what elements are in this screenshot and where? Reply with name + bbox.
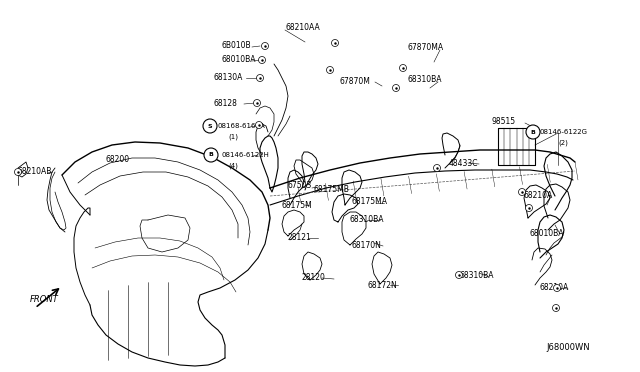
Text: 67503: 67503 <box>288 182 312 190</box>
Circle shape <box>392 84 399 92</box>
Text: 68175MB: 68175MB <box>314 185 350 193</box>
Text: 28120: 28120 <box>301 273 325 282</box>
Circle shape <box>552 305 559 311</box>
Circle shape <box>433 164 440 171</box>
Text: 08146-6122G: 08146-6122G <box>540 129 588 135</box>
Text: S: S <box>208 124 212 128</box>
Circle shape <box>255 122 262 128</box>
Text: 68310BA: 68310BA <box>459 272 493 280</box>
Circle shape <box>257 74 264 81</box>
Text: 67870M: 67870M <box>340 77 371 87</box>
Text: 48433C: 48433C <box>449 158 479 167</box>
Text: (1): (1) <box>228 134 238 140</box>
Circle shape <box>262 42 269 49</box>
Text: (2): (2) <box>558 140 568 146</box>
Circle shape <box>399 64 406 71</box>
Text: 68310BA: 68310BA <box>349 215 383 224</box>
Text: FRONT: FRONT <box>30 295 59 305</box>
Text: 68175M: 68175M <box>281 201 312 209</box>
Text: 68130A: 68130A <box>214 74 243 83</box>
Text: 67870MA: 67870MA <box>408 44 444 52</box>
Circle shape <box>204 148 218 162</box>
Text: J68000WN: J68000WN <box>546 343 589 353</box>
Text: 6B010B: 6B010B <box>222 42 252 51</box>
Circle shape <box>525 205 532 212</box>
Text: 68210AA: 68210AA <box>285 23 320 32</box>
Circle shape <box>526 125 540 139</box>
Circle shape <box>259 57 266 64</box>
Circle shape <box>332 39 339 46</box>
Text: B: B <box>209 153 213 157</box>
Text: 68200: 68200 <box>105 155 129 164</box>
Text: 08146-6122H: 08146-6122H <box>222 152 270 158</box>
Circle shape <box>326 67 333 74</box>
Circle shape <box>456 272 463 279</box>
Text: 68010BA: 68010BA <box>222 55 257 64</box>
Circle shape <box>554 285 561 292</box>
Circle shape <box>518 189 525 196</box>
Text: 68128: 68128 <box>213 99 237 108</box>
Text: (4): (4) <box>228 163 238 169</box>
Text: B: B <box>531 129 536 135</box>
Text: 68310BA: 68310BA <box>408 76 442 84</box>
Text: 68210A: 68210A <box>540 283 569 292</box>
Text: 08168-6161A: 08168-6161A <box>218 123 266 129</box>
Text: 68172N: 68172N <box>368 280 397 289</box>
Circle shape <box>203 119 217 133</box>
Text: 68210AB: 68210AB <box>18 167 52 176</box>
Text: 98515: 98515 <box>492 116 516 125</box>
Circle shape <box>15 169 22 176</box>
Circle shape <box>253 99 260 106</box>
Text: 28121: 28121 <box>287 232 311 241</box>
Text: 68010BA: 68010BA <box>530 228 564 237</box>
Text: 68175MA: 68175MA <box>352 198 388 206</box>
Text: 68170N: 68170N <box>351 241 381 250</box>
Text: 68210A: 68210A <box>524 190 553 199</box>
